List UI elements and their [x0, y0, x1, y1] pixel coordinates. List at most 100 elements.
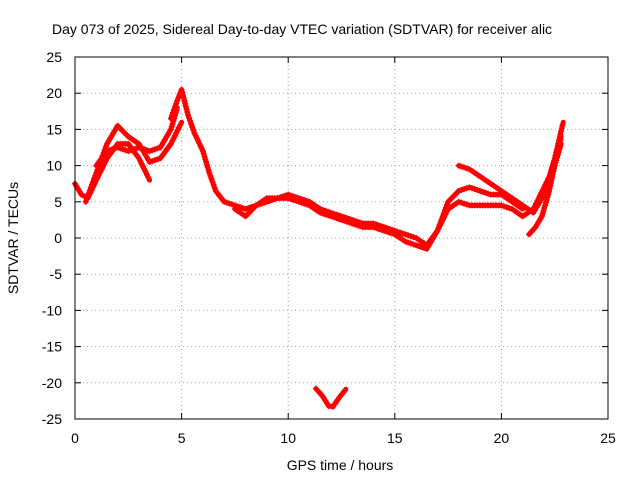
data-point — [439, 213, 446, 220]
data-point — [187, 117, 194, 124]
data-point — [418, 244, 425, 251]
data-point — [357, 223, 364, 230]
data-point — [407, 240, 414, 247]
x-tick-label: 10 — [280, 430, 296, 446]
data-point — [285, 195, 292, 202]
data-point — [556, 139, 563, 146]
data-point — [330, 214, 337, 221]
data-point — [78, 191, 85, 198]
data-point — [437, 219, 444, 226]
data-point — [389, 230, 396, 237]
data-point — [438, 216, 445, 223]
data-point — [177, 121, 184, 128]
data-point — [204, 164, 211, 171]
data-point — [555, 145, 562, 152]
data-point — [175, 124, 182, 131]
data-point — [340, 388, 347, 395]
data-point — [485, 190, 492, 197]
data-point — [139, 163, 146, 170]
data-point — [370, 224, 377, 231]
data-point — [242, 206, 249, 213]
data-point — [169, 138, 176, 145]
series-track-h — [312, 385, 349, 410]
data-point — [167, 140, 174, 147]
data-point — [141, 166, 148, 173]
data-point — [143, 171, 150, 178]
data-point — [208, 175, 215, 182]
y-tick-label: 20 — [46, 85, 62, 101]
data-point — [154, 156, 161, 163]
data-point — [386, 229, 393, 236]
data-point — [186, 114, 193, 121]
data-point — [466, 184, 473, 191]
data-point — [346, 219, 353, 226]
data-point — [182, 103, 189, 110]
data-point — [173, 130, 180, 137]
data-point — [169, 112, 176, 119]
data-point — [82, 198, 89, 205]
data-point — [170, 135, 177, 142]
data-point — [199, 148, 206, 155]
data-point — [138, 160, 145, 167]
data-point — [94, 166, 101, 173]
data-point — [458, 163, 465, 170]
data-point — [319, 210, 326, 217]
x-tick-label: 25 — [600, 430, 616, 446]
data-point — [333, 215, 340, 222]
data-point — [402, 238, 409, 245]
series-track-c — [93, 105, 180, 169]
data-point — [461, 186, 468, 193]
y-tick-label: -5 — [50, 266, 63, 282]
data-point — [182, 100, 189, 107]
data-point — [172, 103, 179, 110]
axis-ticks — [74, 56, 609, 420]
data-point — [205, 167, 212, 174]
y-tick-label: -20 — [42, 375, 62, 391]
data-point — [170, 109, 177, 116]
data-point — [239, 205, 246, 212]
data-point — [202, 156, 209, 163]
data-point — [135, 144, 142, 151]
data-point — [102, 158, 109, 165]
data-point — [477, 187, 484, 194]
data-point — [405, 232, 412, 239]
data-point — [143, 147, 150, 154]
data-point — [174, 127, 181, 134]
x-tick-label: 0 — [71, 430, 79, 446]
data-point — [210, 181, 217, 188]
data-point — [553, 153, 560, 160]
data-point — [89, 181, 96, 188]
data-point — [85, 190, 92, 197]
data-point — [171, 132, 178, 139]
data-point — [145, 174, 152, 181]
data-point — [482, 189, 489, 196]
data-point — [201, 153, 208, 160]
data-point — [338, 216, 345, 223]
data-point — [545, 191, 552, 198]
data-point — [207, 172, 214, 179]
data-point — [436, 221, 443, 228]
y-tick-label: 15 — [46, 121, 62, 137]
data-point — [549, 174, 556, 181]
data-point — [111, 145, 118, 152]
data-point — [301, 200, 308, 207]
x-axis-label: GPS time / hours — [287, 457, 394, 473]
data-point — [179, 89, 186, 96]
data-point — [550, 168, 557, 175]
data-point — [93, 169, 100, 176]
data-point — [463, 165, 470, 172]
data-point — [322, 211, 329, 218]
data-point — [146, 158, 153, 165]
data-point — [154, 145, 161, 152]
data-point — [469, 185, 476, 192]
data-point — [506, 205, 513, 212]
data-point — [181, 97, 188, 104]
data-point — [542, 202, 549, 209]
data-point — [539, 210, 546, 217]
data-point — [415, 243, 422, 250]
x-tick-label: 15 — [387, 430, 403, 446]
chart-title: Day 073 of 2025, Sidereal Day-to-day VTE… — [52, 21, 552, 37]
data-point — [440, 210, 447, 217]
data-point — [551, 162, 558, 169]
